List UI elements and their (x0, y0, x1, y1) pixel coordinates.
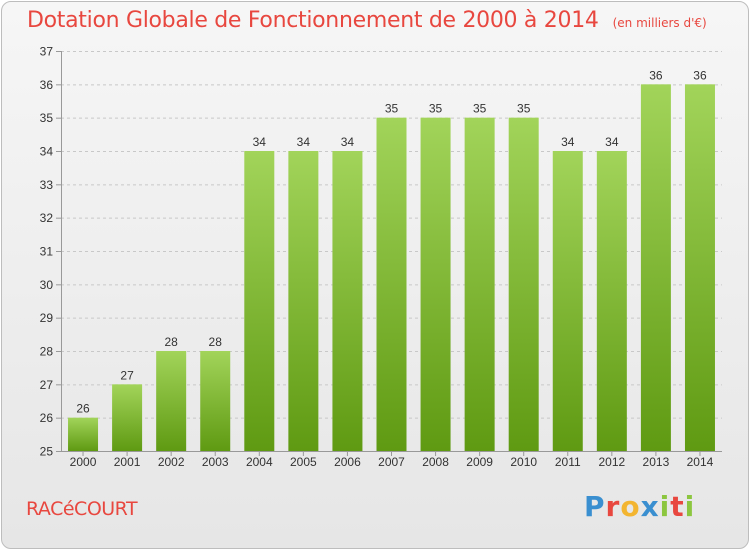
x-tick-label: 2000 (70, 455, 97, 469)
bar (596, 151, 627, 451)
y-tick-label: 29 (40, 311, 54, 325)
axes (56, 51, 722, 456)
bar (156, 351, 187, 451)
data-label: 27 (120, 368, 134, 382)
bar (420, 117, 451, 452)
bar (68, 417, 99, 451)
y-tick-label: 33 (40, 178, 54, 192)
y-tick-label: 31 (40, 245, 54, 259)
bar (244, 151, 275, 451)
data-label: 28 (209, 335, 223, 349)
title-text: Dotation Globale de Fonctionnement de 20… (27, 8, 599, 33)
x-tick-label: 2013 (643, 455, 670, 469)
data-label: 28 (164, 335, 178, 349)
chart-title: Dotation Globale de Fonctionnement de 20… (27, 8, 707, 33)
x-tick-labels: 2000 2001 2002 2003 2004 2005 2006 2007 2008 2009… (70, 455, 714, 469)
x-tick-label: 2003 (202, 455, 229, 469)
y-tick-label: 27 (40, 378, 54, 392)
bar (552, 151, 583, 451)
data-label: 34 (605, 135, 619, 149)
title-unit: (en milliers d'€) (612, 16, 707, 30)
y-tick-label: 25 (40, 445, 54, 459)
data-label: 35 (429, 102, 443, 116)
x-tick-label: 2004 (246, 455, 273, 469)
data-label: 26 (76, 402, 90, 416)
logo-letter: i (659, 490, 671, 523)
logo-letter: x (640, 490, 660, 523)
bar (288, 151, 319, 451)
x-tick-label: 2001 (114, 455, 141, 469)
y-tick-labels: 25 26 27 28 29 30 31 32 33 34 35 36 37 (40, 45, 54, 459)
data-label: 35 (473, 102, 487, 116)
bar (640, 84, 671, 451)
data-label: 34 (253, 135, 267, 149)
y-tick-label: 30 (40, 278, 54, 292)
logo-letter: P (584, 490, 606, 523)
y-tick-label: 28 (40, 345, 54, 359)
x-tick-label: 2002 (158, 455, 185, 469)
x-tick-label: 2012 (598, 455, 625, 469)
bar (508, 117, 539, 452)
y-tick-label: 35 (40, 111, 54, 125)
data-label: 36 (649, 68, 663, 82)
bar (464, 117, 495, 452)
logo-letter: o (620, 490, 641, 523)
x-tick-label: 2006 (334, 455, 361, 469)
data-label: 36 (693, 68, 707, 82)
x-tick-label: 2005 (290, 455, 317, 469)
bars (68, 84, 715, 452)
y-tick-label: 32 (40, 211, 54, 225)
logo-letter: r (605, 490, 621, 523)
logo-letter: t (670, 490, 685, 523)
y-tick-label: 36 (40, 78, 54, 92)
x-tick-label: 2007 (378, 455, 405, 469)
data-label: 35 (385, 102, 399, 116)
bar (112, 384, 143, 451)
x-tick-label: 2011 (555, 455, 581, 469)
data-labels: 26 27 28 28 34 34 34 35 35 35 35 34 34 36 36 (76, 68, 707, 415)
y-tick-label: 34 (40, 145, 54, 159)
bar (200, 351, 231, 451)
bar (376, 117, 407, 452)
commune-name: RACéCOURT (26, 498, 138, 520)
bar (332, 151, 363, 451)
y-tick-label: 37 (40, 45, 54, 59)
x-tick-label: 2008 (422, 455, 449, 469)
logo-letter: i (684, 490, 696, 523)
proxiti-logo[interactable]: Proxiti (584, 490, 695, 523)
y-tick-label: 26 (40, 411, 54, 425)
data-label: 34 (341, 135, 355, 149)
x-tick-label: 2014 (687, 455, 714, 469)
bar (684, 84, 715, 451)
x-tick-label: 2010 (510, 455, 537, 469)
data-label: 34 (297, 135, 311, 149)
data-label: 34 (561, 135, 575, 149)
x-tick-label: 2009 (466, 455, 493, 469)
data-label: 35 (517, 102, 531, 116)
